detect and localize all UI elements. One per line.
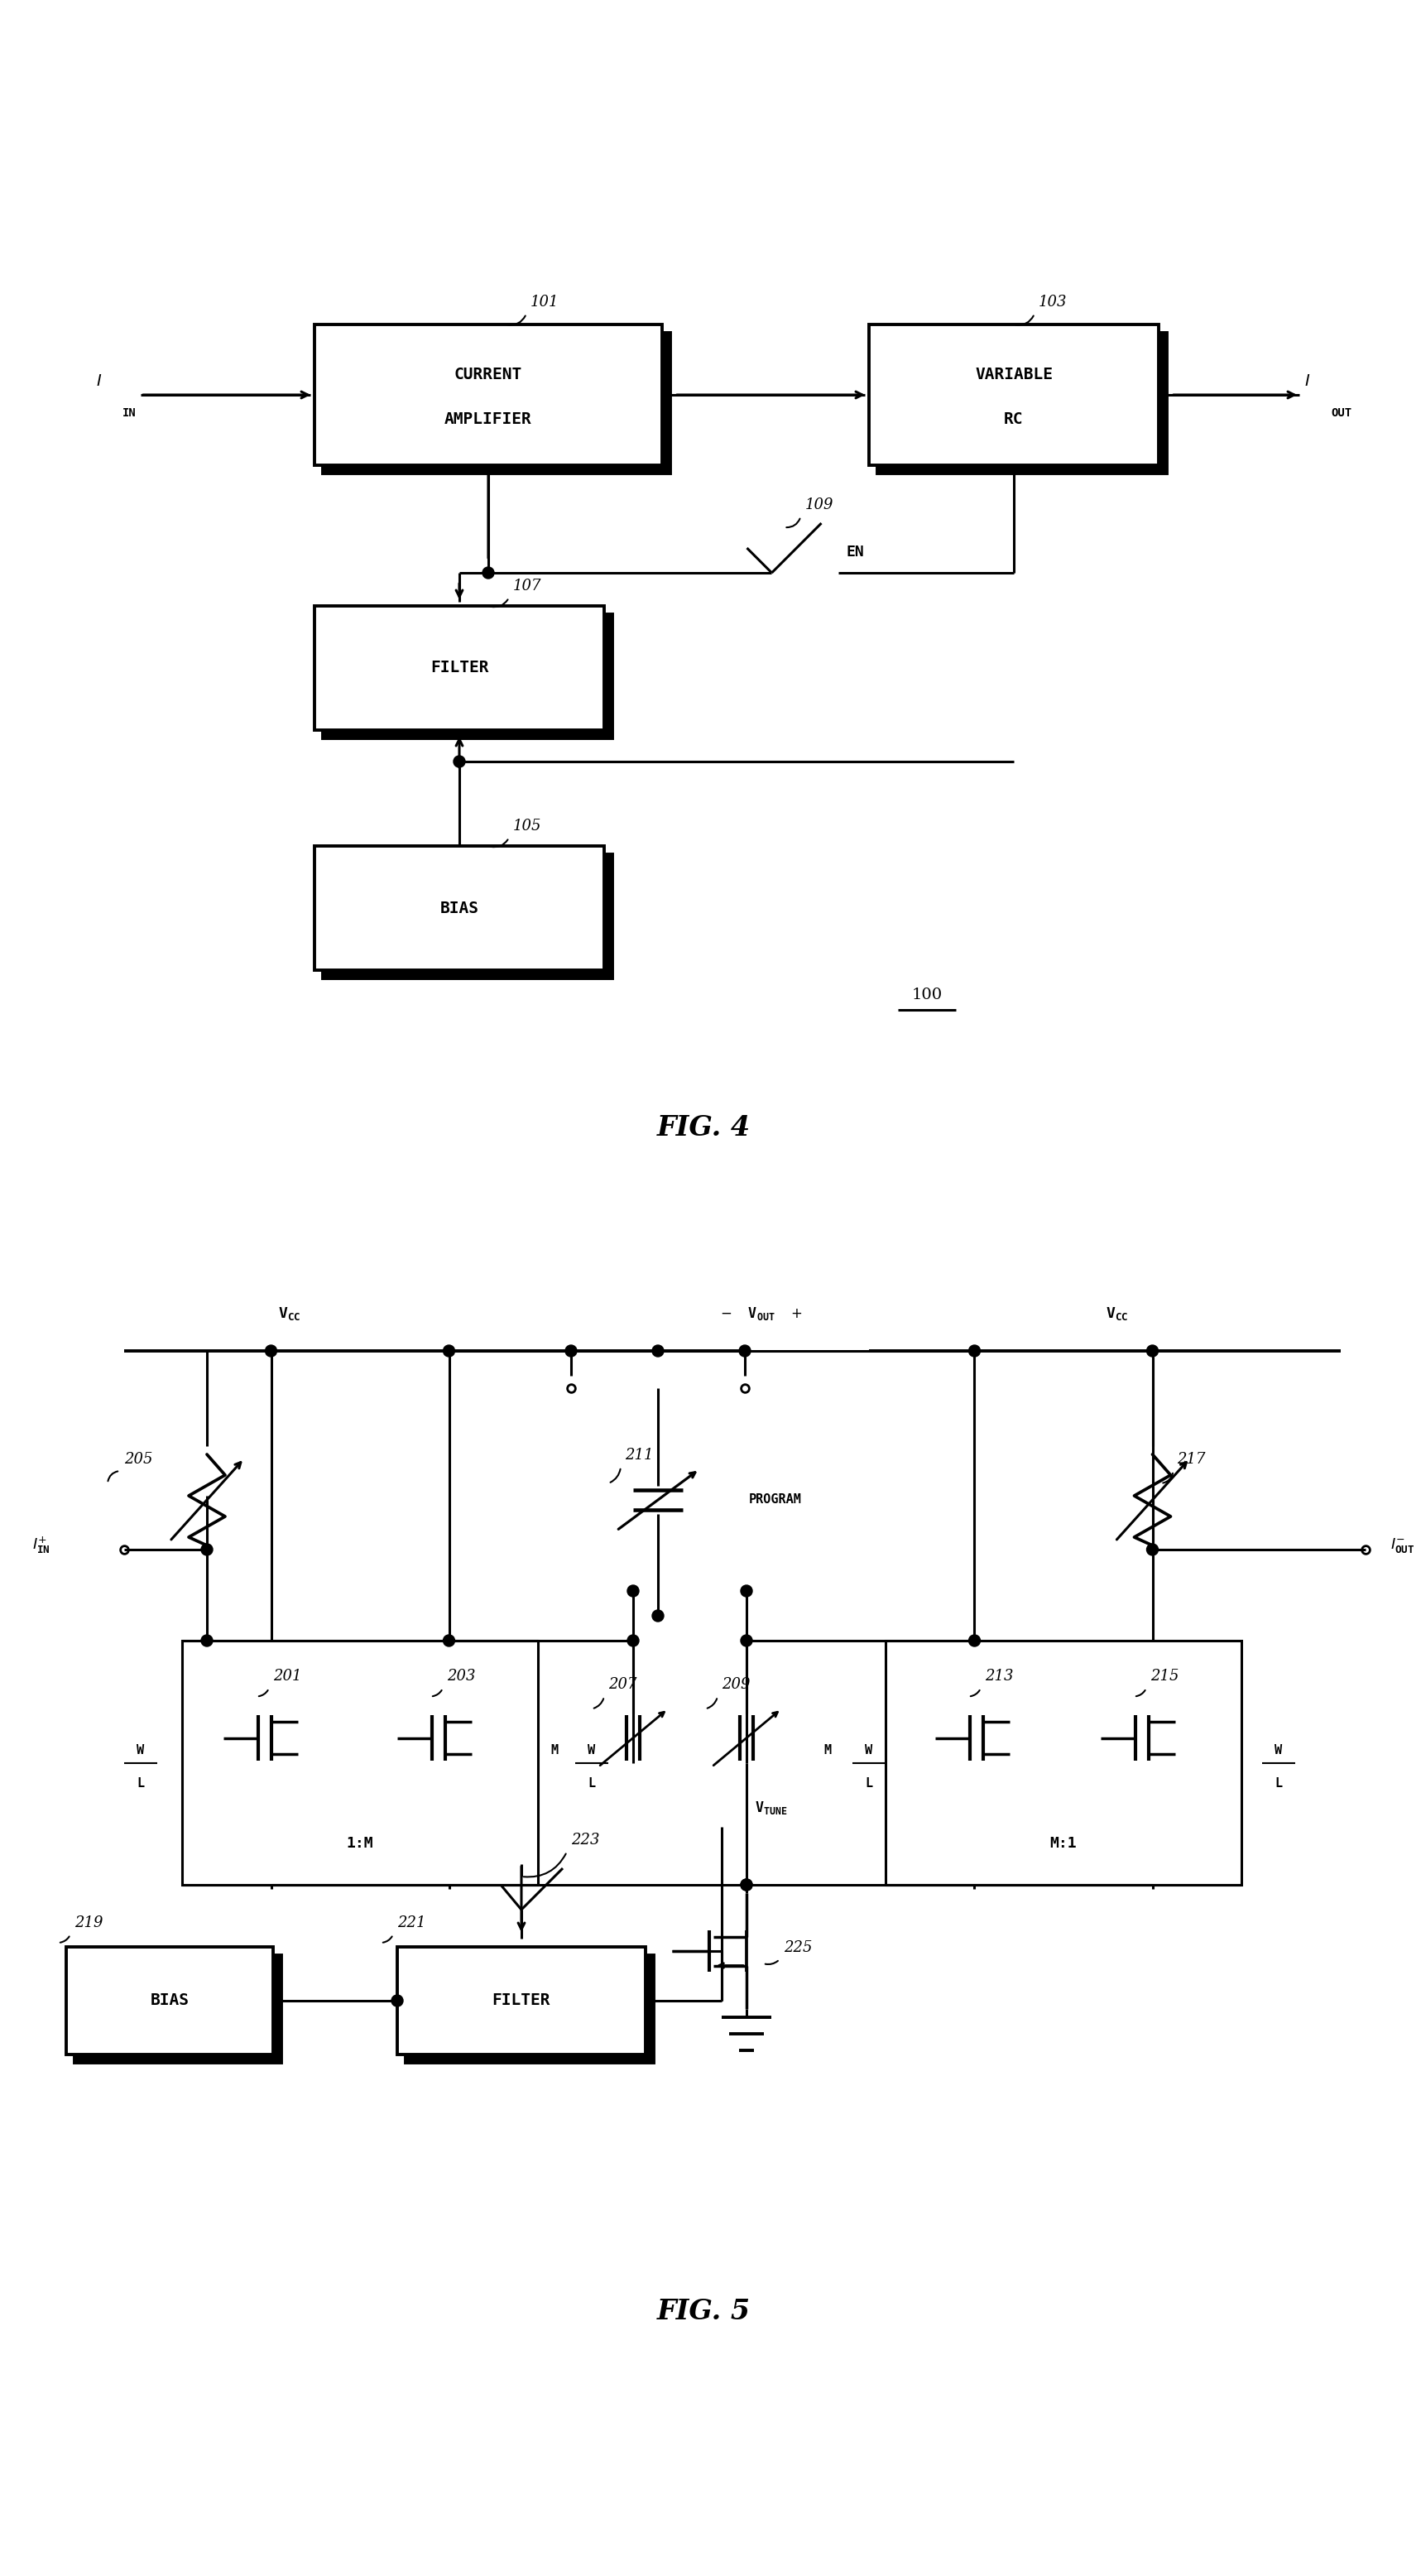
Text: 225: 225 bbox=[784, 1940, 813, 1955]
Bar bbox=[314, 325, 662, 466]
Text: 221: 221 bbox=[398, 1917, 426, 1929]
Bar bbox=[314, 605, 604, 729]
Circle shape bbox=[483, 567, 495, 580]
Circle shape bbox=[652, 1610, 664, 1620]
Text: V$_{\mathregular{CC}}$: V$_{\mathregular{CC}}$ bbox=[279, 1306, 301, 1321]
Circle shape bbox=[266, 1345, 277, 1358]
Bar bbox=[877, 332, 1167, 474]
Bar bbox=[67, 1947, 273, 2056]
Text: 103: 103 bbox=[1039, 294, 1067, 309]
Text: AMPLIFIER: AMPLIFIER bbox=[445, 412, 531, 428]
Text: PROGRAM: PROGRAM bbox=[749, 1494, 801, 1507]
Text: EN: EN bbox=[847, 544, 864, 559]
Circle shape bbox=[652, 1345, 664, 1358]
Text: BIAS: BIAS bbox=[441, 899, 479, 917]
Text: $I$: $I$ bbox=[1304, 374, 1310, 389]
Text: FIG. 5: FIG. 5 bbox=[657, 2298, 750, 2324]
Text: CURRENT: CURRENT bbox=[455, 366, 523, 381]
Bar bbox=[885, 1641, 1242, 1886]
Text: W: W bbox=[136, 1744, 145, 1757]
Text: 203: 203 bbox=[448, 1669, 476, 1685]
Circle shape bbox=[969, 1636, 980, 1646]
Text: 209: 209 bbox=[722, 1677, 750, 1692]
Text: W: W bbox=[1275, 1744, 1282, 1757]
Circle shape bbox=[627, 1636, 639, 1646]
Circle shape bbox=[740, 1878, 752, 1891]
Text: M:1: M:1 bbox=[1050, 1837, 1077, 1852]
Circle shape bbox=[202, 1543, 213, 1556]
Circle shape bbox=[1147, 1543, 1158, 1556]
Text: M: M bbox=[551, 1744, 558, 1757]
Circle shape bbox=[627, 1584, 639, 1597]
Text: 109: 109 bbox=[804, 497, 833, 513]
Text: L: L bbox=[136, 1777, 145, 1790]
Text: V$_{\mathregular{CC}}$: V$_{\mathregular{CC}}$ bbox=[1106, 1306, 1128, 1321]
Bar bbox=[182, 1641, 539, 1886]
Text: 211: 211 bbox=[625, 1448, 654, 1463]
Bar bbox=[870, 325, 1158, 466]
Text: FIG. 4: FIG. 4 bbox=[657, 1113, 750, 1141]
Text: OUT: OUT bbox=[1331, 407, 1351, 420]
Text: M: M bbox=[824, 1744, 831, 1757]
Circle shape bbox=[566, 1345, 577, 1358]
Bar bbox=[405, 1955, 654, 2063]
Text: $-$  V$_{\mathregular{OUT}}$  $+$: $-$ V$_{\mathregular{OUT}}$ $+$ bbox=[720, 1306, 803, 1321]
Text: 107: 107 bbox=[513, 580, 541, 592]
Circle shape bbox=[453, 755, 465, 768]
Text: 105: 105 bbox=[513, 819, 541, 835]
Text: 100: 100 bbox=[911, 987, 942, 1002]
Circle shape bbox=[740, 1878, 752, 1891]
Text: 219: 219 bbox=[74, 1917, 104, 1929]
Text: $I_{\mathregular{OUT}}^{-}$: $I_{\mathregular{OUT}}^{-}$ bbox=[1390, 1535, 1415, 1553]
Circle shape bbox=[391, 1994, 404, 2007]
Text: 205: 205 bbox=[124, 1453, 152, 1466]
Circle shape bbox=[1147, 1345, 1158, 1358]
Bar bbox=[398, 1947, 645, 2056]
Text: 101: 101 bbox=[530, 294, 558, 309]
Text: VARIABLE: VARIABLE bbox=[975, 366, 1053, 381]
Circle shape bbox=[443, 1345, 455, 1358]
Text: $I$: $I$ bbox=[97, 374, 102, 389]
Text: 217: 217 bbox=[1177, 1453, 1206, 1466]
Text: 213: 213 bbox=[985, 1669, 1013, 1685]
Bar bbox=[323, 613, 612, 739]
Circle shape bbox=[739, 1345, 750, 1358]
Bar bbox=[323, 855, 612, 979]
Text: RC: RC bbox=[1005, 412, 1023, 428]
Text: V$_{\mathregular{TUNE}}$: V$_{\mathregular{TUNE}}$ bbox=[755, 1801, 787, 1816]
Bar bbox=[323, 332, 671, 474]
Text: 215: 215 bbox=[1151, 1669, 1179, 1685]
Text: 207: 207 bbox=[608, 1677, 637, 1692]
Text: L: L bbox=[588, 1777, 595, 1790]
Bar bbox=[74, 1955, 281, 2063]
Circle shape bbox=[740, 1584, 752, 1597]
Circle shape bbox=[443, 1636, 455, 1646]
Text: $I_{\mathregular{IN}}^{+}$: $I_{\mathregular{IN}}^{+}$ bbox=[33, 1535, 50, 1556]
Circle shape bbox=[202, 1636, 213, 1646]
Text: FILTER: FILTER bbox=[431, 659, 489, 675]
Text: IN: IN bbox=[122, 407, 136, 420]
Text: 201: 201 bbox=[273, 1669, 301, 1685]
Text: L: L bbox=[1275, 1777, 1282, 1790]
Circle shape bbox=[740, 1636, 752, 1646]
Text: L: L bbox=[865, 1777, 872, 1790]
Text: W: W bbox=[865, 1744, 872, 1757]
Text: 1:M: 1:M bbox=[347, 1837, 374, 1852]
Text: FILTER: FILTER bbox=[492, 1994, 550, 2009]
Text: W: W bbox=[588, 1744, 595, 1757]
Text: 223: 223 bbox=[571, 1832, 600, 1847]
Text: BIAS: BIAS bbox=[151, 1994, 189, 2009]
Bar bbox=[314, 845, 604, 971]
Circle shape bbox=[969, 1345, 980, 1358]
